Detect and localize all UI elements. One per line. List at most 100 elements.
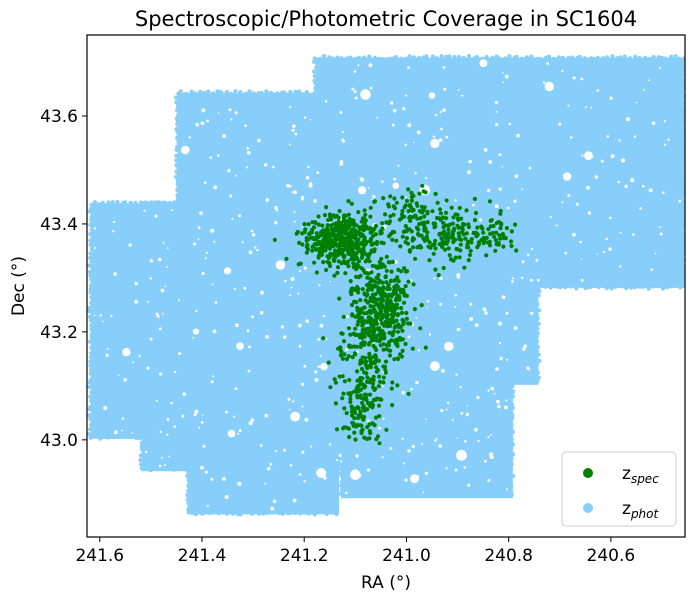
zphot-gap [354, 96, 358, 100]
zphot-point [230, 511, 236, 516]
zphot-point [496, 379, 501, 384]
zphot-point [274, 100, 279, 105]
zspec-point [432, 225, 437, 230]
zphot-gap [163, 463, 167, 466]
zspec-point [376, 272, 381, 277]
zspec-point [494, 220, 499, 225]
zspec-point [392, 230, 397, 235]
zspec-point [377, 379, 383, 384]
zphot-gap [202, 444, 206, 448]
zphot-point [175, 196, 180, 201]
zspec-point [493, 248, 498, 253]
zphot-point [175, 309, 180, 314]
zphot-point [535, 316, 540, 321]
zphot-point [176, 139, 181, 145]
zphot-point [333, 453, 338, 458]
zphot-point [203, 98, 208, 103]
zspec-point [332, 239, 337, 244]
zphot-point [88, 290, 93, 295]
zphot-gap [468, 159, 472, 164]
zphot-gap [489, 452, 494, 457]
zspec-point [332, 250, 337, 255]
zphot-gap [301, 382, 305, 386]
zphot-point [514, 54, 519, 59]
zphot-gap [274, 221, 278, 225]
zspec-point [406, 391, 411, 396]
zphot-point [681, 72, 685, 78]
zphot-gap [234, 111, 238, 115]
zphot-point [508, 461, 513, 466]
zphot-point [139, 278, 144, 284]
zspec-point [372, 284, 377, 289]
zphot-gap [173, 370, 177, 374]
zspec-point [365, 288, 370, 293]
zphot-gap [439, 302, 442, 306]
zphot-gap [417, 349, 420, 352]
zphot-point [569, 284, 574, 289]
zspec-point [404, 293, 409, 298]
zphot-gap [270, 506, 275, 511]
zphot-point [331, 98, 336, 103]
zspec-point [391, 204, 396, 209]
zspec-point [362, 236, 367, 241]
zphot-gap [317, 338, 321, 341]
zphot-point [510, 442, 516, 447]
zspec-point [362, 292, 367, 297]
zphot-point [89, 227, 94, 232]
zspec-point [387, 330, 392, 335]
zphot-point [333, 446, 339, 451]
zphot-gap [294, 132, 298, 136]
zphot-point [175, 286, 180, 291]
zphot-gap [246, 147, 250, 150]
zspec-point [398, 244, 403, 249]
zphot-point [454, 98, 459, 103]
zphot-gap [314, 370, 318, 374]
zphot-gap [202, 414, 204, 417]
zspec-point [453, 255, 458, 260]
zphot-point [288, 511, 293, 516]
zphot-point [185, 462, 190, 467]
zphot-gap [166, 418, 170, 421]
zphot-point [238, 90, 243, 95]
zspec-point [316, 239, 321, 244]
zspec-point [367, 422, 372, 427]
zspec-point [406, 209, 411, 214]
zphot-point [171, 467, 176, 472]
zspec-point [371, 374, 376, 379]
zspec-point [322, 228, 327, 233]
zphot-point [535, 379, 540, 384]
zspec-point [371, 295, 376, 301]
zspec-point [341, 314, 346, 319]
zphot-point [682, 106, 685, 111]
zspec-point [391, 290, 396, 295]
zspec-point [398, 337, 403, 342]
zphot-point [89, 323, 94, 328]
zphot-gap [372, 195, 376, 199]
zphot-gap [149, 337, 153, 341]
zspec-point [386, 320, 391, 325]
zphot-point [311, 59, 317, 64]
zspec-point [359, 249, 364, 255]
zspec-point [406, 321, 411, 326]
zphot-point [174, 431, 179, 436]
zspec-point [350, 247, 355, 252]
zphot-point [339, 447, 344, 452]
zspec-point [472, 218, 478, 223]
zspec-point [390, 330, 395, 335]
zspec-point [392, 307, 397, 312]
zphot-point [682, 235, 685, 240]
zphot-point [507, 156, 512, 161]
zspec-point [380, 226, 385, 231]
x-axis: 241.6 241.4 241.2 241.0 240.8 240.6 [75, 537, 635, 566]
zphot-gap [371, 198, 373, 201]
zphot-point [535, 326, 540, 331]
zspec-point [384, 254, 389, 259]
zspec-point [363, 407, 368, 412]
zphot-point [503, 56, 508, 61]
zphot-point [173, 293, 179, 298]
zspec-point [333, 380, 338, 385]
zphot-gap [201, 108, 206, 113]
zphot-point [88, 238, 93, 243]
zphot-point [481, 97, 486, 102]
zphot-gap [246, 166, 249, 169]
